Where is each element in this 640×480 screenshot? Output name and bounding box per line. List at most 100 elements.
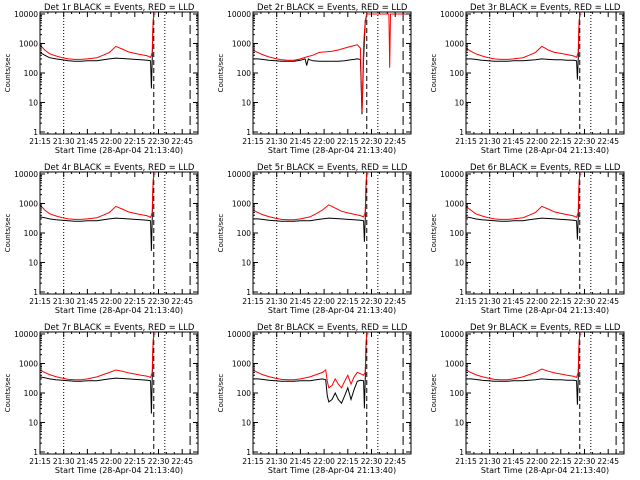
x-tick-label: 22:30 [574, 457, 596, 466]
panel-title: Det 5r BLACK = Events, RED = LLD [257, 163, 408, 173]
x-tick-label: 22:00 [313, 297, 335, 306]
x-axis-label: Start Time (28-Apr-04 21:13:40) [481, 146, 609, 155]
chart-panel: Det 8r BLACK = Events, RED = LLD 1 10 100 10… [217, 323, 412, 475]
x-tick-label: 22:45 [384, 457, 406, 466]
y-axis-label: Counts/sec [430, 54, 438, 93]
y-tick-label: 10000 [14, 330, 38, 339]
y-tick-label: 100 [24, 229, 39, 238]
x-axis-label: Start Time (28-Apr-04 21:13:40) [268, 146, 396, 155]
series-lld-line [466, 333, 582, 381]
x-tick-label: 21:45 [77, 137, 99, 146]
x-tick-label: 22:00 [526, 457, 548, 466]
x-tick-label: 22:00 [526, 137, 548, 146]
y-tick-label: 10000 [440, 170, 464, 179]
panel-title: Det 8r BLACK = Events, RED = LLD [257, 323, 408, 333]
x-tick-label: 22:45 [171, 457, 193, 466]
y-tick-label: 1 [459, 288, 464, 297]
series-lld-line [40, 173, 156, 220]
x-tick-label: 21:30 [53, 297, 75, 306]
x-tick-label: 22:30 [361, 457, 383, 466]
x-axis-label: Start Time (28-Apr-04 21:13:40) [268, 466, 396, 475]
y-tick-label: 10000 [14, 10, 38, 19]
panel-title: Det 6r BLACK = Events, RED = LLD [470, 163, 621, 173]
series-lld-line [466, 13, 582, 60]
series-events-line [466, 173, 582, 240]
x-tick-label: 21:45 [77, 297, 99, 306]
y-tick-label: 10 [241, 259, 251, 268]
x-tick-label: 22:00 [100, 137, 122, 146]
x-tick-label: 21:15 [455, 297, 477, 306]
x-tick-label: 22:30 [148, 137, 170, 146]
series-lld-line [253, 333, 369, 389]
x-tick-label: 21:30 [266, 137, 288, 146]
x-tick-label: 21:45 [503, 297, 525, 306]
x-tick-label: 22:45 [171, 137, 193, 146]
y-tick-label: 1000 [232, 360, 251, 369]
y-tick-label: 100 [237, 229, 252, 238]
chart-panel: Det 9r BLACK = Events, RED = LLD 1 10 100 10… [430, 323, 625, 475]
chart-panel: Det 6r BLACK = Events, RED = LLD 1 10 100 10… [430, 163, 625, 315]
y-tick-label: 1 [33, 448, 38, 457]
x-tick-label: 21:45 [503, 137, 525, 146]
y-tick-label: 10000 [14, 170, 38, 179]
y-tick-label: 10 [28, 259, 38, 268]
x-tick-label: 21:30 [479, 137, 501, 146]
y-tick-label: 1 [246, 448, 251, 457]
y-tick-label: 10000 [227, 170, 251, 179]
x-axis-label: Start Time (28-Apr-04 21:13:40) [55, 466, 183, 475]
x-tick-label: 22:30 [148, 457, 170, 466]
x-tick-label: 21:30 [53, 137, 75, 146]
y-tick-label: 100 [237, 389, 252, 398]
series-events-line [253, 13, 368, 115]
chart-panel: Det 7r BLACK = Events, RED = LLD 1 10 100 10… [4, 323, 199, 475]
x-tick-label: 22:30 [361, 297, 383, 306]
x-tick-label: 22:15 [550, 457, 572, 466]
y-tick-label: 1000 [19, 40, 38, 49]
panel-title: Det 7r BLACK = Events, RED = LLD [44, 323, 195, 333]
x-tick-label: 22:15 [337, 457, 359, 466]
series-lld-line [40, 13, 156, 60]
y-tick-label: 100 [450, 389, 465, 398]
panel-title: Det 3r BLACK = Events, RED = LLD [470, 3, 621, 13]
y-axis-label: Counts/sec [4, 214, 12, 253]
y-tick-label: 1000 [19, 360, 38, 369]
x-tick-label: 21:15 [242, 457, 264, 466]
x-tick-label: 21:15 [29, 457, 51, 466]
x-tick-label: 22:45 [597, 137, 619, 146]
panel-title: Det 4r BLACK = Events, RED = LLD [44, 163, 195, 173]
y-axis-label: Counts/sec [430, 374, 438, 413]
y-tick-label: 10000 [227, 330, 251, 339]
y-tick-label: 1000 [232, 200, 251, 209]
x-tick-label: 22:15 [337, 137, 359, 146]
x-tick-label: 21:15 [29, 297, 51, 306]
y-axis-label: Counts/sec [4, 374, 12, 413]
y-tick-label: 10 [454, 99, 464, 108]
x-tick-label: 22:15 [550, 297, 572, 306]
chart-panel: Det 2r BLACK = Events, RED = LLD 1 10 100 10… [217, 3, 412, 155]
panel-title: Det 9r BLACK = Events, RED = LLD [470, 323, 621, 333]
x-tick-label: 21:30 [266, 457, 288, 466]
y-axis-label: Counts/sec [217, 214, 225, 253]
series-events-line [466, 333, 582, 405]
y-axis-label: Counts/sec [430, 214, 438, 253]
y-tick-label: 1 [33, 288, 38, 297]
y-tick-label: 10 [454, 419, 464, 428]
x-tick-label: 22:45 [384, 137, 406, 146]
y-tick-label: 1 [459, 128, 464, 137]
x-tick-label: 22:30 [148, 297, 170, 306]
x-tick-label: 22:15 [550, 137, 572, 146]
y-tick-label: 100 [237, 69, 252, 78]
x-tick-label: 22:45 [384, 297, 406, 306]
chart-panel: Det 3r BLACK = Events, RED = LLD 1 10 100 10… [430, 3, 625, 155]
y-tick-label: 10 [28, 99, 38, 108]
series-events-line [253, 173, 369, 242]
x-tick-label: 22:45 [597, 297, 619, 306]
x-tick-label: 21:45 [290, 137, 312, 146]
x-tick-label: 21:30 [266, 297, 288, 306]
x-tick-label: 21:45 [290, 297, 312, 306]
x-tick-label: 22:15 [124, 457, 146, 466]
x-tick-label: 22:15 [124, 297, 146, 306]
x-tick-label: 21:15 [29, 137, 51, 146]
x-tick-label: 22:45 [597, 457, 619, 466]
series-events-line [40, 13, 156, 89]
